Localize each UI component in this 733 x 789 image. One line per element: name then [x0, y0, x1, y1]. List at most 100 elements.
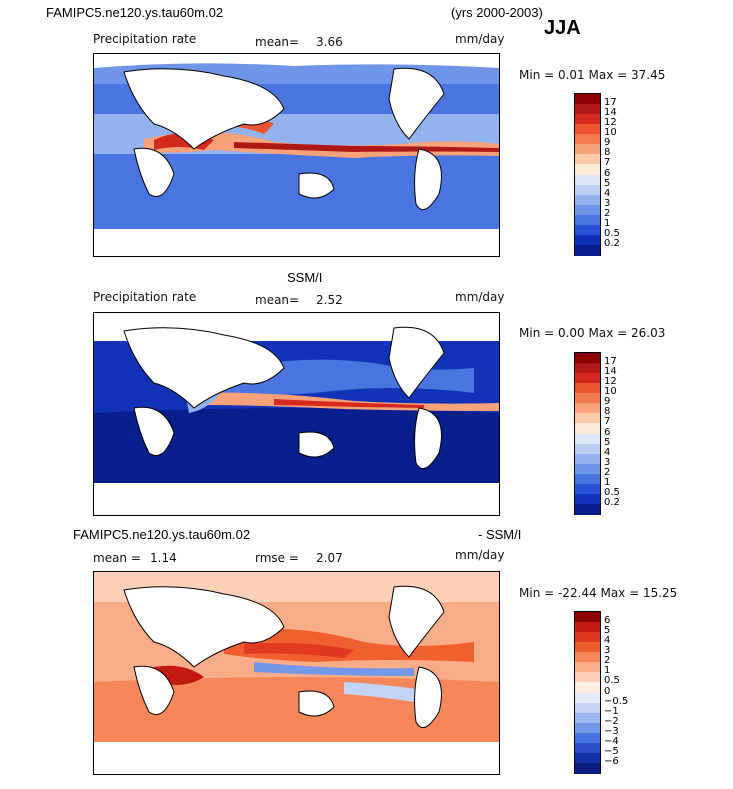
panel2-map-field: [94, 313, 499, 515]
colorbar-tick-label: 10: [604, 127, 617, 139]
colorbar-tick-label: −1: [604, 705, 619, 717]
panel1-mean-label: mean=: [255, 35, 300, 49]
panel3-map: [93, 571, 500, 775]
colorbar-swatch: [575, 423, 600, 434]
colorbar-swatch: [575, 752, 600, 764]
panel1-units: mm/day: [455, 32, 505, 46]
panel3-minmax: Min = -22.44 Max = 15.25: [519, 586, 678, 600]
panel1-colorbar: [574, 93, 601, 256]
panel2-field-label: Precipitation rate: [93, 290, 197, 304]
colorbar-swatch: [575, 612, 600, 623]
colorbar-tick-label: 0.5: [604, 486, 620, 498]
colorbar-swatch: [575, 662, 600, 673]
panel1-mean-value: 3.66: [316, 35, 343, 49]
season-label: JJA: [544, 17, 581, 39]
colorbar-swatch: [575, 373, 600, 384]
colorbar-swatch: [575, 632, 600, 643]
colorbar-tick-label: 1: [604, 476, 611, 488]
colorbar-tick-label: 3: [604, 456, 611, 468]
panel1-field-label: Precipitation rate: [93, 32, 197, 46]
colorbar-swatch: [575, 184, 600, 196]
colorbar-tick-label: 6: [604, 615, 611, 627]
colorbar-swatch: [575, 224, 600, 236]
colorbar-swatch: [575, 353, 600, 364]
colorbar-tick-label: 1: [604, 217, 611, 229]
panel3-mean-value: 1.14: [150, 551, 177, 565]
colorbar-swatch: [575, 682, 600, 693]
panel2-colorbar: [574, 352, 601, 515]
colorbar-tick-label: 17: [604, 97, 617, 109]
colorbar-tick-label: 8: [604, 406, 611, 418]
colorbar-tick-label: 4: [604, 635, 611, 647]
colorbar-swatch: [575, 114, 600, 125]
colorbar-swatch: [575, 154, 600, 165]
colorbar-tick-label: 2: [604, 207, 611, 219]
panel2-mean-label: mean=: [255, 293, 300, 307]
colorbar-swatch: [575, 433, 600, 445]
colorbar-tick-label: 5: [604, 625, 611, 637]
colorbar-swatch: [575, 124, 600, 135]
colorbar-tick-label: 9: [604, 137, 611, 149]
colorbar-swatch: [575, 702, 600, 714]
colorbar-tick-label: −6: [604, 755, 619, 767]
colorbar-swatch: [575, 164, 600, 175]
colorbar-swatch: [575, 214, 600, 226]
panel3-mean-label: mean =: [93, 551, 141, 565]
colorbar-swatch: [575, 393, 600, 404]
panel3-units: mm/day: [455, 548, 505, 562]
colorbar-tick-label: 14: [604, 107, 617, 119]
colorbar-swatch: [575, 473, 600, 485]
colorbar-tick-label: 9: [604, 396, 611, 408]
colorbar-tick-label: 12: [604, 376, 617, 388]
colorbar-swatch: [575, 204, 600, 216]
colorbar-swatch: [575, 712, 600, 724]
colorbar-swatch: [575, 483, 600, 495]
colorbar-tick-label: 2: [604, 466, 611, 478]
colorbar-tick-label: 12: [604, 117, 617, 129]
colorbar-swatch: [575, 194, 600, 206]
colorbar-tick-label: 0.5: [604, 675, 620, 687]
panel1-map-field: [94, 54, 499, 256]
colorbar-swatch: [575, 742, 600, 754]
panel3-colorbar: [574, 611, 601, 774]
panel2-units: mm/day: [455, 290, 505, 304]
panel2-mean-value: 2.52: [316, 293, 343, 307]
colorbar-tick-label: 3: [604, 197, 611, 209]
panel3-title-left: FAMIPC5.ne120.ys.tau60m.02: [73, 527, 251, 542]
model-name-title: FAMIPC5.ne120.ys.tau60m.02: [46, 5, 224, 20]
colorbar-swatch: [575, 503, 600, 515]
colorbar-swatch: [575, 443, 600, 455]
panel2-map: [93, 312, 500, 516]
panel2-minmax: Min = 0.00 Max = 26.03: [519, 326, 666, 340]
colorbar-tick-label: −0.5: [604, 695, 629, 707]
panel3-rmse-value: 2.07: [316, 551, 343, 565]
years-label: (yrs 2000-2003): [451, 5, 543, 20]
colorbar-swatch: [575, 463, 600, 475]
panel3-map-field: [94, 572, 499, 774]
colorbar-swatch: [575, 104, 600, 115]
colorbar-tick-label: 7: [604, 416, 611, 428]
colorbar-swatch: [575, 134, 600, 145]
colorbar-tick-label: −5: [604, 745, 619, 757]
colorbar-tick-label: 17: [604, 356, 617, 368]
colorbar-tick-label: −2: [604, 715, 619, 727]
colorbar-tick-label: 0.2: [604, 237, 620, 249]
colorbar-tick-label: 0.5: [604, 227, 620, 239]
colorbar-tick-label: −3: [604, 725, 619, 737]
panel2-title: SSM/I: [287, 270, 323, 285]
colorbar-tick-label: 5: [604, 436, 611, 448]
colorbar-tick-label: 6: [604, 426, 611, 438]
colorbar-tick-label: 1: [604, 665, 611, 677]
colorbar-swatch: [575, 652, 600, 663]
colorbar-swatch: [575, 732, 600, 744]
colorbar-tick-label: 8: [604, 147, 611, 159]
colorbar-tick-label: 0: [604, 685, 611, 697]
colorbar-swatch: [575, 144, 600, 155]
colorbar-swatch: [575, 244, 600, 256]
colorbar-swatch: [575, 722, 600, 734]
panel3-rmse-label: rmse =: [255, 551, 299, 565]
colorbar-tick-label: 0.2: [604, 496, 620, 508]
colorbar-tick-label: 2: [604, 655, 611, 667]
colorbar-tick-label: 6: [604, 167, 611, 179]
colorbar-swatch: [575, 383, 600, 394]
